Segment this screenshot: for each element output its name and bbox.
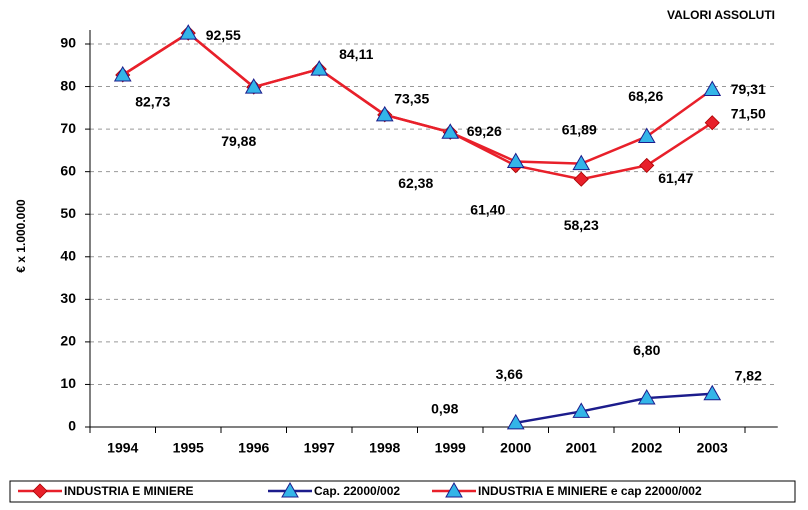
x-tick-label: 1996: [238, 440, 269, 456]
data-label: 71,50: [731, 105, 766, 121]
x-tick-label: 1997: [304, 440, 335, 456]
legend-box: [9, 480, 796, 503]
y-tick-label: 90: [60, 35, 76, 51]
data-point: [441, 123, 460, 139]
x-tick-label: 1994: [107, 440, 138, 456]
data-label: 61,40: [470, 201, 505, 217]
y-tick-label: 30: [60, 290, 76, 306]
x-tick-label: 1998: [369, 440, 400, 456]
data-label: 79,88: [221, 133, 256, 149]
x-tick-label: 1995: [173, 440, 204, 456]
data-label: 68,26: [628, 88, 663, 104]
x-tick-label: 2001: [566, 440, 597, 456]
data-point: [506, 152, 525, 169]
data-point: [637, 127, 656, 144]
y-tick-label: 0: [68, 418, 76, 434]
data-point: [179, 24, 198, 40]
data-point: [113, 65, 132, 82]
data-label: 61,89: [562, 121, 597, 137]
y-tick-label: 50: [60, 205, 76, 221]
data-label: 58,23: [564, 217, 599, 233]
x-tick-label: 2002: [631, 440, 662, 456]
x-tick-label: 1999: [435, 440, 466, 456]
legend-label: INDUSTRIA E MINIERE e cap 22000/002: [478, 484, 702, 498]
y-tick-label: 80: [60, 77, 76, 93]
data-label: 61,47: [658, 170, 693, 186]
data-label: 84,11: [339, 46, 373, 62]
y-tick-label: 20: [60, 333, 76, 349]
data-point: [704, 115, 720, 131]
data-point: [506, 413, 525, 430]
y-tick-label: 70: [60, 120, 76, 136]
data-point: [637, 389, 656, 405]
data-label: 7,82: [735, 367, 762, 383]
data-point: [639, 157, 655, 173]
data-point: [375, 105, 394, 122]
data-label: 82,73: [135, 94, 170, 110]
legend-label: Cap. 22000/002: [314, 484, 400, 498]
legend-marker: [281, 481, 299, 498]
y-tick-label: 40: [60, 247, 76, 263]
data-label: 73,35: [394, 91, 429, 107]
y-axis-label: € x 1.000.000: [14, 199, 28, 273]
legend-marker: [32, 483, 48, 499]
y-tick-label: 60: [60, 162, 76, 178]
y-tick-label: 10: [60, 375, 76, 391]
data-point: [573, 171, 589, 187]
data-label: 3,66: [496, 366, 523, 382]
series-line: [122, 31, 713, 165]
series-line: [515, 392, 713, 425]
data-point: [703, 384, 722, 401]
legend-marker: [445, 481, 463, 498]
data-point: [244, 78, 263, 94]
data-point: [572, 402, 591, 418]
data-point: [572, 154, 591, 171]
data-label: 6,80: [633, 342, 660, 358]
data-point: [703, 80, 722, 96]
x-tick-label: 2000: [500, 440, 531, 456]
chart-title: VALORI ASSOLUTI: [667, 8, 775, 22]
data-label: 79,31: [731, 81, 766, 97]
data-label: 0,98: [431, 401, 458, 417]
data-label: 69,26: [467, 123, 502, 139]
data-label: 92,55: [206, 27, 241, 43]
data-label: 62,38: [398, 175, 433, 191]
x-tick-label: 2003: [697, 440, 728, 456]
data-point: [310, 60, 329, 76]
legend-label: INDUSTRIA E MINIERE: [64, 484, 194, 498]
